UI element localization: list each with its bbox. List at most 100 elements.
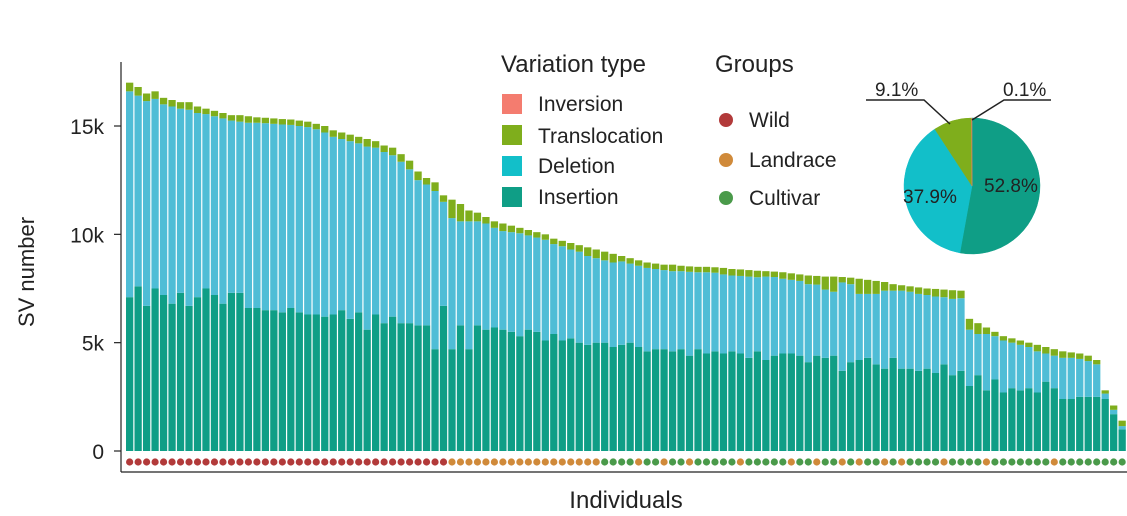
group-dot-wild (244, 458, 253, 466)
bar-deletion (804, 284, 812, 363)
bar-deletion (439, 201, 448, 306)
bar-deletion (405, 169, 414, 324)
bar-translocation (948, 290, 957, 299)
bar-deletion (923, 295, 931, 369)
group-dot-landrace (456, 458, 465, 466)
bar-insertion (1042, 381, 1050, 451)
group-dot-landrace (516, 458, 524, 466)
bar-deletion (847, 284, 855, 363)
bar-deletion (253, 122, 261, 308)
bar-insertion (363, 329, 371, 451)
bar-insertion (176, 292, 185, 451)
legend-label-wild: Wild (749, 109, 790, 132)
group-dot-wild (431, 458, 439, 466)
bar-deletion (380, 152, 388, 324)
bar-deletion (728, 275, 736, 352)
bar-translocation (524, 230, 532, 236)
bar-deletion (1110, 409, 1118, 415)
pie-slice-insertion (959, 117, 1041, 255)
bar-translocation (651, 263, 660, 269)
bar-translocation (363, 139, 371, 147)
bar-translocation (753, 270, 762, 278)
bar-insertion (974, 375, 982, 451)
bar-deletion (745, 276, 753, 358)
bar-translocation (397, 154, 405, 162)
bar-deletion (338, 139, 346, 311)
bar-insertion (448, 349, 456, 451)
group-dot-cultivar (872, 458, 880, 466)
bar-insertion (244, 308, 253, 451)
bar-insertion (940, 364, 948, 451)
bar-insertion (914, 370, 923, 451)
bar-translocation (592, 249, 600, 259)
pie-label-inversion: 0.1% (1003, 80, 1046, 101)
group-dot-cultivar (1118, 458, 1126, 466)
bar-deletion (456, 221, 465, 326)
group-dot-cultivar (702, 458, 711, 466)
group-dot-cultivar (965, 458, 974, 466)
group-dot-wild (295, 458, 303, 466)
group-dot-wild (321, 458, 329, 466)
legend-dot-wild (719, 113, 733, 127)
bar-insertion (287, 308, 295, 451)
bar-translocation (414, 171, 422, 181)
bar-translocation (906, 286, 914, 292)
group-dot-wild (168, 458, 176, 466)
bar-translocation (422, 178, 431, 185)
bar-deletion (185, 109, 193, 306)
bar-deletion (838, 282, 846, 371)
bar-insertion (134, 286, 142, 451)
bar-deletion (618, 261, 626, 345)
group-dot-cultivar (847, 458, 855, 466)
bar-translocation (575, 245, 583, 252)
bar-deletion (965, 329, 974, 386)
bar-deletion (355, 143, 363, 313)
group-dot-cultivar (719, 458, 728, 466)
bar-insertion (931, 373, 940, 451)
legend-swatch-deletion (502, 156, 522, 176)
group-dot-cultivar (626, 458, 634, 466)
bar-insertion (634, 347, 643, 451)
bar-insertion (957, 370, 965, 451)
bar-insertion (618, 344, 626, 451)
bar-deletion (1008, 342, 1016, 389)
group-dot-cultivar (1008, 458, 1016, 466)
group-dot-wild (176, 458, 185, 466)
bar-insertion (338, 310, 346, 451)
bar-deletion (1093, 364, 1101, 397)
y-tick-label: 0 (92, 441, 104, 464)
group-dot-wild (278, 458, 286, 466)
bar-deletion (753, 277, 762, 352)
bar-translocation (448, 199, 456, 219)
bar-insertion (592, 342, 600, 451)
bar-insertion (533, 331, 541, 451)
group-dot-wild (126, 458, 134, 466)
bar-insertion (482, 329, 490, 451)
group-dot-cultivar (1033, 458, 1041, 466)
bar-deletion (694, 272, 702, 350)
bar-translocation (507, 225, 516, 233)
y-axis-label: SV number (14, 217, 39, 327)
group-dot-landrace (499, 458, 507, 466)
group-dot-landrace (897, 458, 906, 466)
group-dot-landrace (635, 458, 643, 466)
group-dot-landrace (550, 458, 558, 466)
bar-insertion (982, 390, 991, 451)
bar-translocation (304, 121, 312, 128)
bar-insertion (558, 340, 566, 451)
bar-translocation (626, 258, 634, 264)
bar-insertion (1016, 390, 1025, 451)
pie-chart (903, 117, 1041, 255)
bar-insertion (1067, 399, 1075, 451)
group-dot-wild (380, 458, 388, 466)
bar-deletion (584, 256, 592, 345)
bar-insertion (236, 292, 244, 451)
bar-deletion (507, 232, 516, 332)
bar-deletion (668, 271, 677, 352)
group-dot-landrace (813, 458, 821, 466)
bar-translocation (847, 277, 855, 285)
group-dot-wild (414, 458, 422, 466)
pie-label-deletion: 37.9% (903, 187, 957, 208)
group-dot-cultivar (889, 458, 897, 466)
bar-translocation (1050, 349, 1058, 356)
